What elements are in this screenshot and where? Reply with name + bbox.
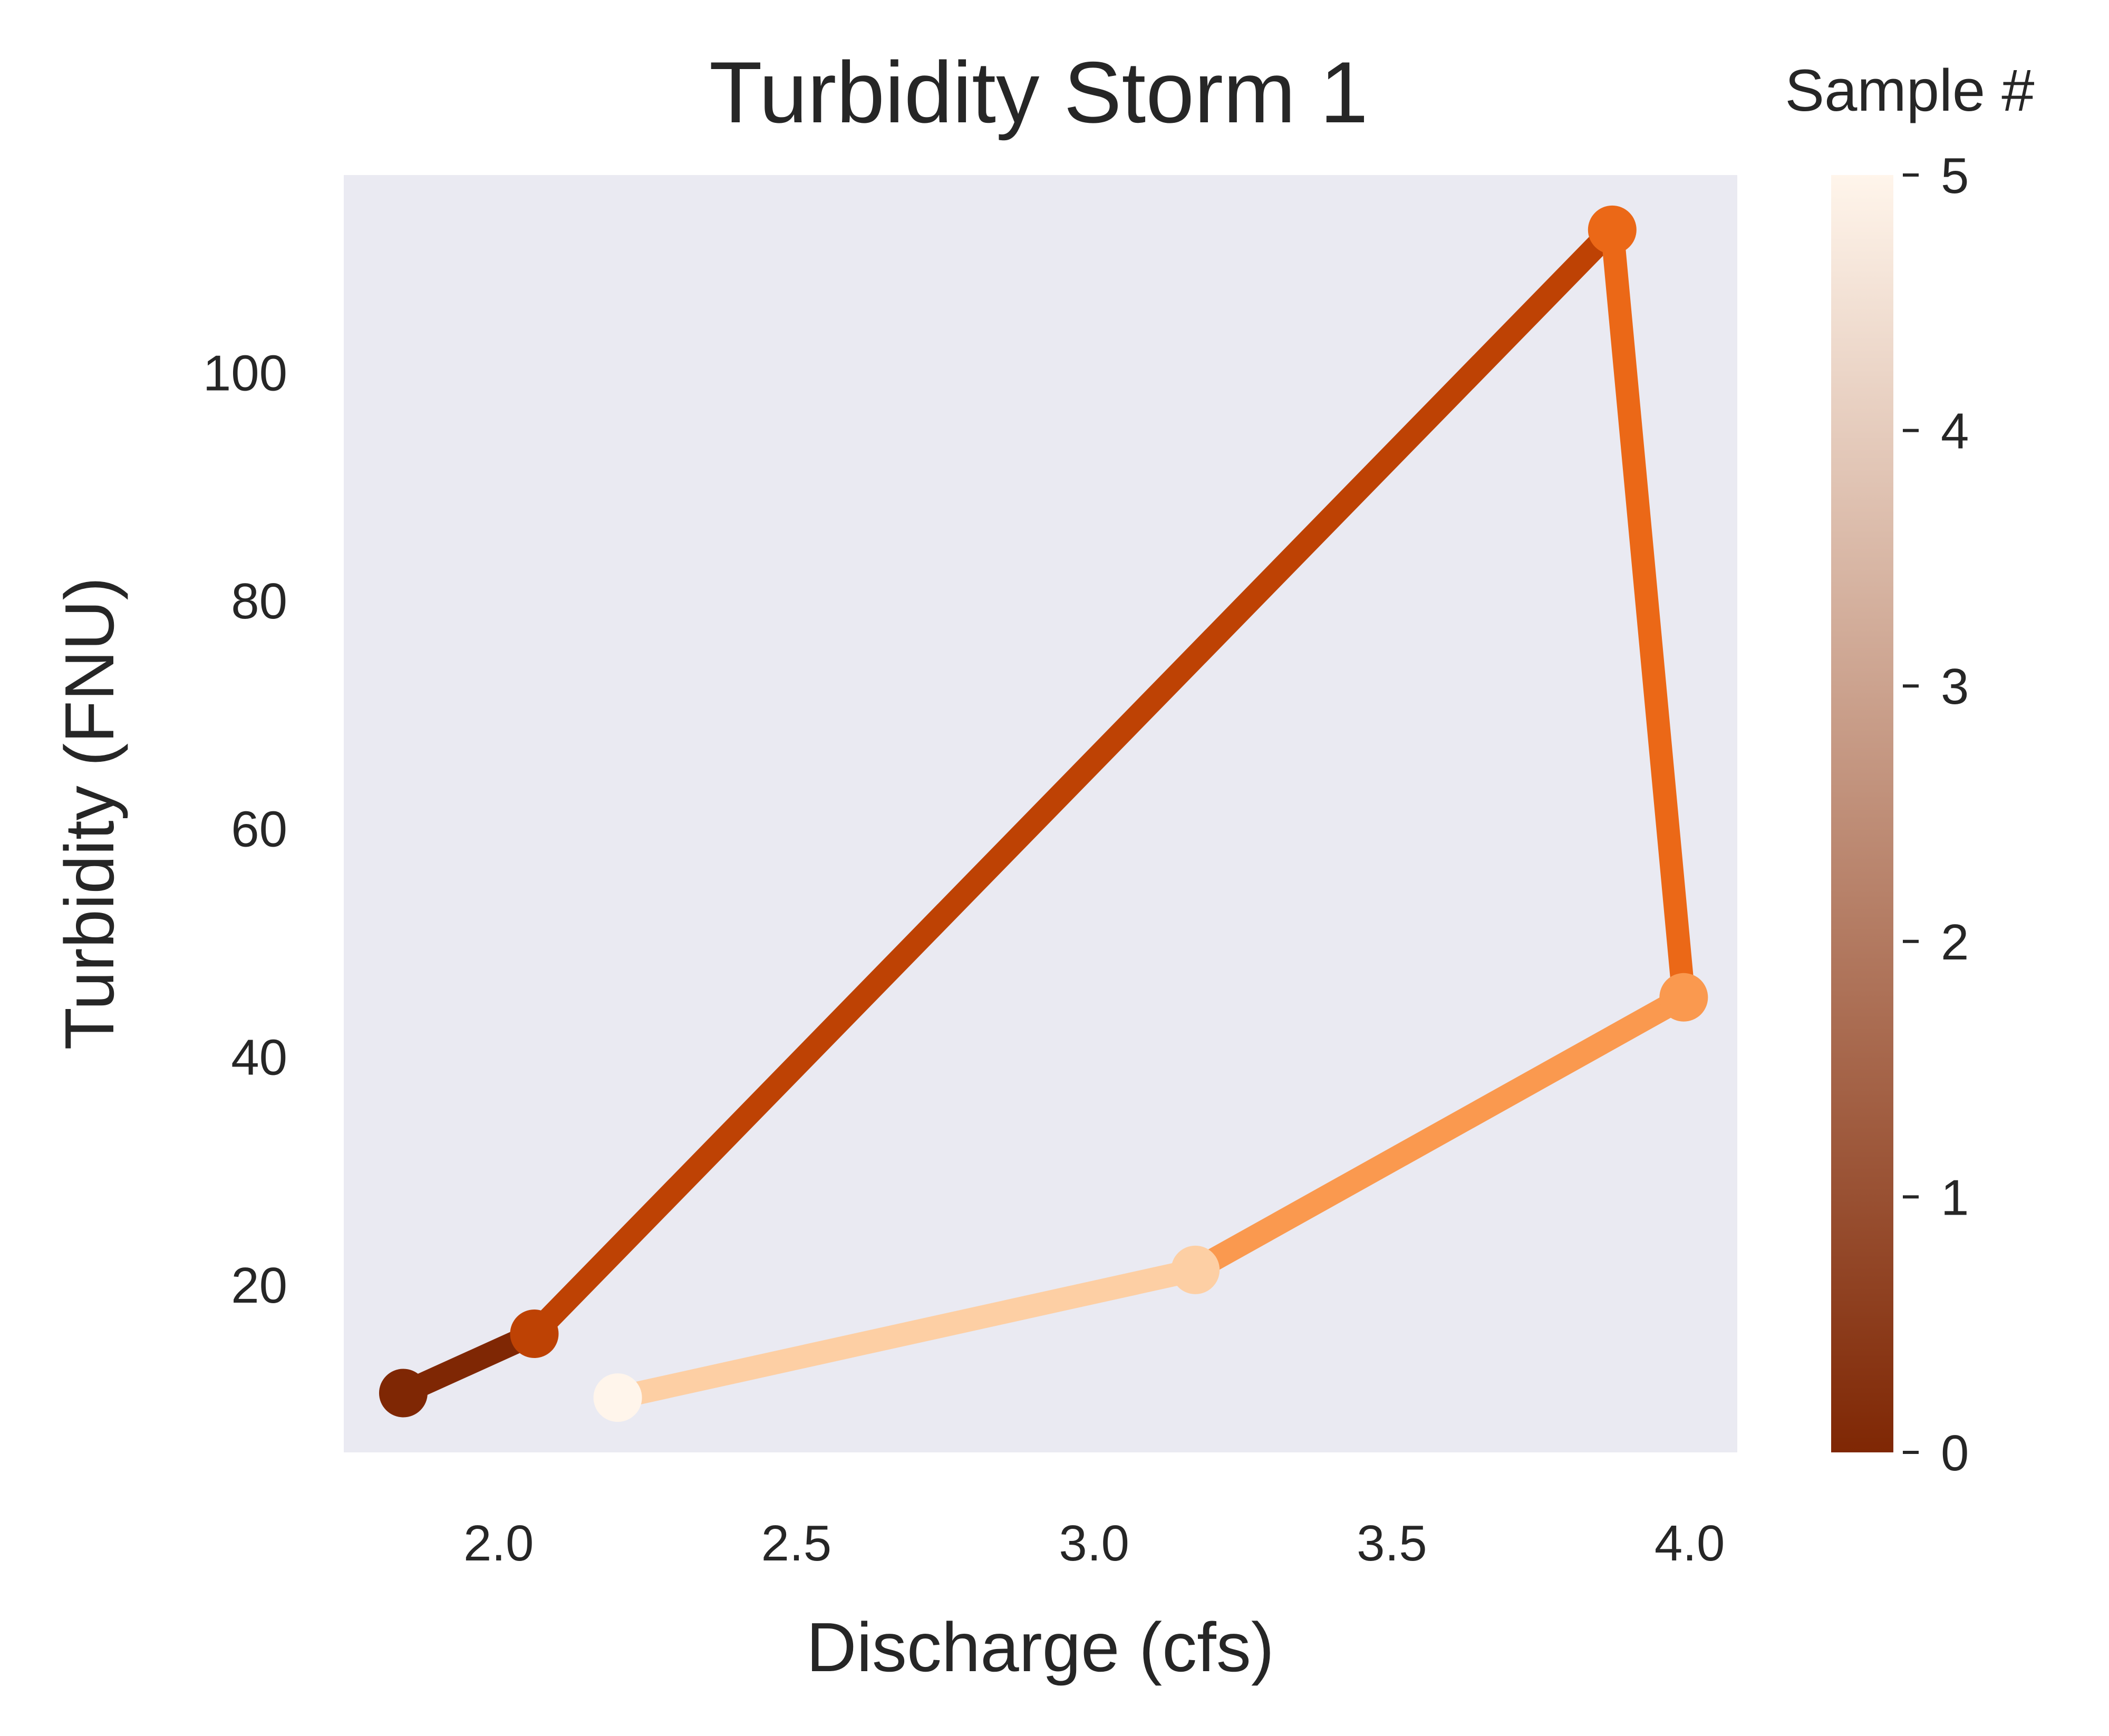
series-points	[379, 205, 1708, 1422]
y-axis-label: Turbidity (FNU)	[51, 577, 128, 1050]
x-tick-label: 3.5	[1357, 1515, 1427, 1572]
x-tick-label: 3.0	[1059, 1515, 1129, 1572]
x-tick-label: 2.5	[761, 1515, 831, 1572]
colorbar-title: Sample #	[1785, 57, 2034, 123]
data-point	[1588, 205, 1637, 254]
series-segment	[1600, 228, 1696, 998]
series-segment	[615, 1258, 1198, 1409]
x-tick-label: 4.0	[1655, 1515, 1725, 1572]
colorbar	[1831, 175, 1893, 1452]
y-tick-label: 80	[231, 573, 287, 629]
colorbar-tick-label: 0	[1941, 1425, 1969, 1481]
data-point	[1171, 1245, 1220, 1294]
chart-title: Turbidity Storm 1	[709, 44, 1368, 141]
x-axis-label: Discharge (cfs)	[806, 1608, 1274, 1686]
x-tick-label: 2.0	[463, 1515, 534, 1572]
y-tick-label: 40	[231, 1029, 287, 1085]
data-point	[510, 1310, 559, 1359]
series-segment	[1189, 987, 1690, 1281]
colorbar-tick-label: 3	[1941, 658, 1969, 715]
data-point	[593, 1373, 642, 1422]
y-tick-label: 100	[203, 345, 287, 401]
series-line	[398, 221, 1696, 1409]
data-point	[1659, 973, 1708, 1022]
y-axis-ticks: 20 40 60 80 100	[203, 345, 287, 1314]
y-tick-label: 60	[231, 801, 287, 858]
x-axis-ticks: 2.0 2.5 3.0 3.5 4.0	[463, 1515, 1725, 1572]
colorbar-tick-label: 1	[1941, 1169, 1969, 1226]
colorbar-tick-label: 4	[1941, 403, 1969, 460]
y-tick-label: 20	[231, 1257, 287, 1314]
data-point	[379, 1369, 428, 1418]
colorbar-tick-label: 5	[1941, 148, 1969, 204]
series-segment	[526, 221, 1621, 1342]
colorbar-tick-label: 2	[1941, 914, 1969, 971]
colorbar-ticks: 0 1 2 3 4 5	[1903, 148, 1969, 1481]
